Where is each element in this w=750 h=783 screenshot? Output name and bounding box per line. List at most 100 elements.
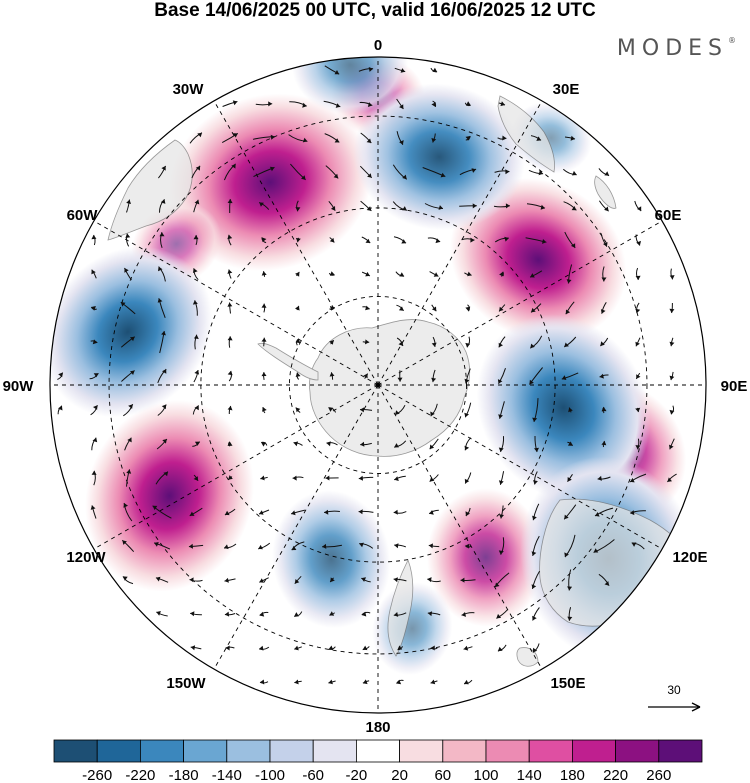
wind-vector-arrowhead [291, 510, 296, 516]
longitude-label: 60E [655, 207, 682, 224]
wind-vector-arrowhead [567, 477, 572, 482]
wind-vector-arrowhead [328, 407, 334, 412]
wind-vector-arrowhead [540, 204, 545, 210]
wind-vector-arrowhead [440, 172, 446, 178]
wind-vector-arrowhead [497, 646, 503, 652]
wind-vector-arrowhead [565, 309, 571, 315]
wind-vector-arrowhead [227, 406, 233, 411]
wind-vector-arrowhead [566, 279, 572, 284]
wind-vector-arrowhead [496, 613, 502, 619]
wind-vector-arrowhead [532, 417, 538, 422]
wind-vector-arrowhead [428, 543, 433, 549]
wind-vector-arrowhead [295, 272, 300, 277]
wind-vector-arrowhead [505, 203, 510, 209]
africa-tip [497, 95, 555, 173]
wind-vector-arrowhead [593, 548, 599, 553]
wind-vector-arrowhead [595, 512, 600, 517]
wind-vector-arrowhead [262, 407, 267, 412]
madagascar [594, 175, 617, 209]
wind-vector-arrowhead [395, 410, 400, 415]
wind-vector-arrowhead [367, 173, 372, 178]
wind-vector-arrowhead [636, 374, 641, 379]
meridian-line [213, 100, 379, 386]
reference-vector-label: 30 [667, 683, 681, 697]
wind-vector-arrowhead [91, 235, 97, 240]
colorbar-tick-label: 140 [517, 767, 542, 783]
wind-vector-arrowhead [161, 331, 166, 336]
wind-vector-arrowhead [567, 616, 573, 621]
wind-vector-arrowhead [268, 101, 273, 107]
longitude-label: 180 [365, 719, 390, 736]
wind-vector-arrowhead [154, 542, 159, 547]
wind-vector-arrowhead [601, 407, 607, 412]
wind-vector-arrowhead [301, 175, 306, 180]
wind-vector-arrowhead [190, 645, 196, 651]
wind-vector-arrowhead [295, 338, 301, 344]
wind-vector-arrowhead [399, 140, 404, 145]
new-zealand [387, 559, 414, 657]
longitude-label: 150E [550, 675, 585, 692]
wind-vector-arrowhead [531, 307, 536, 313]
wind-vector-arrowhead [431, 102, 436, 107]
wind-vector-arrowhead [329, 306, 335, 311]
wind-vector-arrowhead [93, 373, 99, 378]
wind-vector-arrowhead [293, 441, 299, 447]
wind-vector-arrowhead [504, 236, 509, 242]
wind-vector-arrowhead [571, 206, 577, 211]
wind-vector-arrowhead [359, 542, 364, 548]
wind-vector-arrowhead [597, 475, 602, 481]
wind-vector-arrowhead [393, 509, 398, 515]
wind-vector-arrowhead [161, 165, 166, 171]
wind-vector-arrowhead [530, 343, 535, 349]
wind-vector-arrowhead [464, 412, 469, 418]
wind-vector-arrowhead [402, 206, 407, 211]
wind-vector-arrowhead [291, 545, 297, 551]
wind-vector-arrowhead [162, 439, 167, 444]
colorbar: -260 -220 -180 -140 -100 -60 -20 20 60 100 140 180 2… [53, 739, 703, 783]
colorbar-tick-label: 60 [434, 767, 451, 783]
modes-logo: MODES® [617, 36, 736, 61]
wind-vector-arrowhead [431, 306, 437, 312]
wind-vector-arrowhead [227, 441, 233, 446]
wind-vector-arrowhead [464, 445, 470, 451]
wind-vector-arrowhead [399, 104, 404, 109]
wind-vector-arrowhead [604, 171, 610, 176]
wind-vector-arrowhead [294, 645, 299, 651]
colorbar-swatch [226, 739, 271, 763]
wind-vector-arrowhead [231, 163, 236, 169]
colorbar-tick-label: 100 [473, 767, 498, 783]
colorbar-swatch [399, 739, 444, 763]
colorbar-tick-label: -180 [169, 767, 199, 783]
wind-vector-arrowhead [401, 239, 406, 244]
wind-vector-arrowhead [224, 577, 229, 583]
colorbar-tick-label: 260 [646, 767, 671, 783]
wind-vector-arrowhead [366, 206, 372, 211]
longitude-label: 0 [374, 37, 382, 54]
wind-vector-arrowhead [163, 471, 168, 477]
wind-vector-arrowhead [91, 269, 96, 275]
positive-anomaly [85, 400, 254, 592]
wind-vector-arrowhead [669, 375, 675, 381]
wind-vector-arrowhead [397, 377, 403, 382]
wind-vector-arrowhead [233, 133, 238, 138]
wind-vector-arrowhead [393, 612, 399, 617]
wind-vector-arrowhead [294, 612, 299, 617]
colorbar-swatch [312, 739, 357, 763]
wind-vector-arrowhead [471, 168, 477, 173]
wind-vector-arrowhead [224, 611, 230, 617]
wind-vector-arrowhead [224, 544, 229, 550]
wind-vector-arrowhead [630, 510, 635, 516]
logo-text: MODES [616, 36, 728, 61]
colorbar-tick-label: 220 [603, 767, 628, 783]
antarctica [309, 319, 470, 457]
wind-vector-arrowhead [429, 444, 435, 450]
wind-vector-arrowhead [429, 510, 434, 515]
wind-vector-arrowhead [225, 645, 230, 651]
map-border [49, 56, 707, 714]
wind-vector-arrowhead [92, 437, 98, 443]
wind-vector-arrowhead [500, 101, 505, 107]
wind-vector-arrowhead [334, 70, 340, 75]
reference-vector: 30 [648, 683, 701, 712]
wind-vector-arrowhead [261, 271, 267, 276]
wind-vector-arrowhead [366, 138, 372, 143]
